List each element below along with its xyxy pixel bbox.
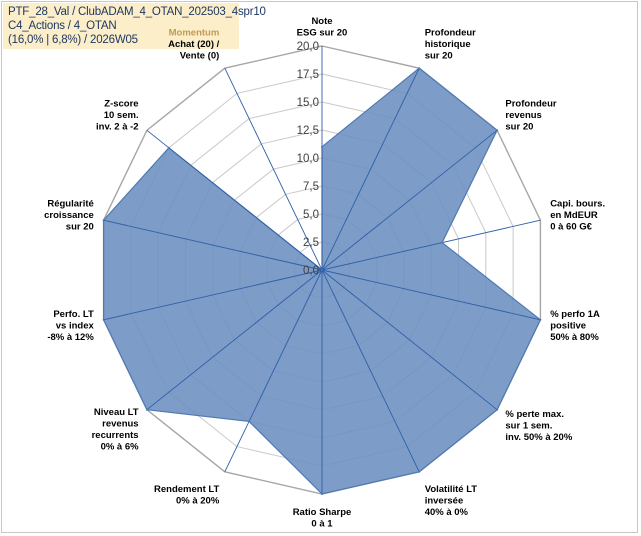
tick-label-3: 7,5 [303,181,319,193]
spoke-6 [321,269,420,472]
axis-label-4: % perfo 1A positive 50% à 80% [550,309,600,343]
info-line-1: PTF_28_Val / ClubADAM_4_OTAN_202503_4spr… [8,6,266,18]
axis-label-0: Note ESG sur 20 [297,16,348,39]
spoke-2 [321,129,498,271]
spoke-12 [146,129,323,271]
spoke-13 [224,68,323,271]
spoke-4 [321,269,541,321]
axis-label-12: Z-score 10 sem. inv. 2 à -2 [96,98,139,132]
data-point-11 [102,219,105,222]
axis-label-9: Niveau LT revenus recurrents 0% à 6% [92,407,140,453]
data-point-1 [418,67,421,70]
axis-label-11: Régularité croissance sur 20 [44,198,94,232]
tick-label-7: 17,5 [297,69,319,81]
portfolio-info-box: PTF_28_Val / ClubADAM_4_OTAN_202503_4spr… [3,3,266,49]
data-point-12 [167,146,170,149]
spoke-11 [103,219,323,271]
axis-label-7: Ratio Sharpe 0 à 1 [293,507,352,530]
data-point-10 [102,318,105,321]
spoke-1 [321,68,420,271]
data-point-6 [418,470,421,473]
tick-label-6: 15,0 [297,97,319,109]
tick-label-1: 2,5 [303,237,319,249]
tick-label-4: 10,0 [297,153,319,165]
info-line-3: (16,0% | 6,8%) / 2026W05 [8,34,138,46]
data-point-7 [321,493,323,495]
tick-label-8: 20,0 [297,41,319,53]
axis-label-8: Rendement LT 0% à 20% [154,484,220,507]
data-point-3 [441,241,444,244]
data-point-13 [321,269,323,271]
data-point-4 [539,318,542,321]
data-point-9 [145,408,148,411]
axis-label-6: Volatilité LT inversée 40% à 0% [425,484,478,518]
data-point-5 [496,408,499,411]
tick-label-5: 12,5 [297,125,319,137]
tick-label-0: 0,0 [303,265,319,277]
axis-label-10: Perfo. LT vs index -8% à 12% [47,309,94,343]
spoke-3 [321,219,541,271]
spoke-10 [103,269,323,321]
info-line-2: C4_Actions / 4_OTAN [8,20,117,32]
axis-label-2: Profondeur revenus sur 20 [505,98,556,132]
data-point-0 [321,145,323,148]
axis-label-1: Profondeur historique sur 20 [425,28,476,62]
spoke-5 [321,269,498,411]
axis-label-5: % perte max. sur 1 sem. inv. 50% à 20% [505,409,572,443]
data-point-8 [248,420,251,423]
spoke-9 [146,269,323,411]
tick-label-2: 5,0 [303,209,319,221]
axis-label-13: Momentum Achat (20) / Vente (0) [168,28,220,62]
spoke-8 [224,269,323,472]
axis-label-3: Capi. bours. en MdEUR 0 à 60 G€ [550,198,605,232]
data-point-2 [496,129,499,132]
